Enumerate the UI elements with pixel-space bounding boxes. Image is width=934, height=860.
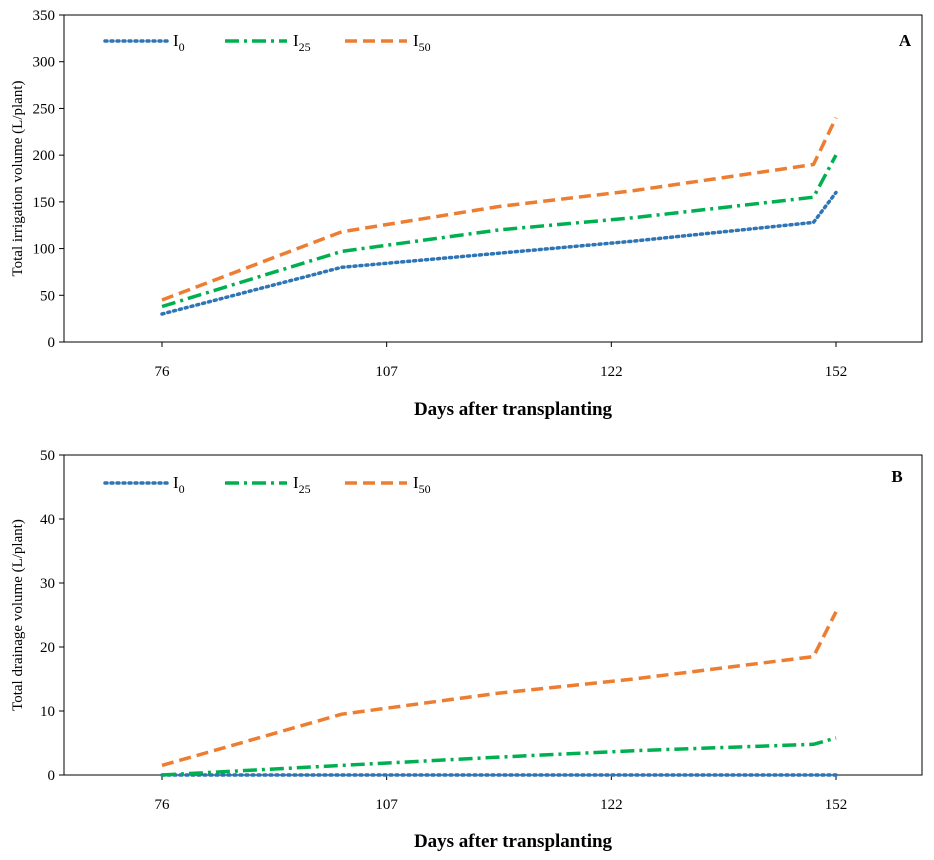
y-tick-label: 10: [40, 704, 55, 720]
x-tick-label: 107: [375, 797, 398, 813]
y-tick-label: 300: [33, 55, 56, 71]
x-tick-label: 122: [600, 797, 623, 813]
y-tick-label: 350: [33, 8, 56, 24]
chart-panel-b: 0 10 20 30 40 50 76 107 122 152 Days after transpl…: [10, 448, 923, 852]
series-line-i25: [161, 154, 838, 309]
y-tick-label: 250: [33, 101, 56, 117]
y-tick-label: 30: [40, 576, 55, 592]
legend-label-i25: I25: [293, 473, 311, 496]
series-line-i0: [160, 190, 838, 316]
y-axis-label: Total drainage volume (L/plant): [10, 519, 26, 711]
legend-subscript: 25: [299, 40, 311, 54]
plot-frame: [63, 454, 923, 776]
y-tick-label: 40: [40, 512, 55, 528]
y-tick-label: 50: [40, 448, 55, 464]
series-line-i25: [161, 736, 837, 777]
legend-subscript: 0: [179, 40, 185, 54]
legend: I0 I25 I50: [103, 31, 431, 54]
y-tick-label: 20: [40, 640, 55, 656]
legend-subscript: 50: [419, 482, 431, 496]
panel-label: A: [899, 31, 912, 50]
y-tick-label: 0: [48, 768, 56, 784]
legend-subscript: 25: [299, 482, 311, 496]
x-tick-label: 107: [375, 364, 398, 380]
y-tick-label: 200: [33, 148, 56, 164]
panel-label: B: [891, 467, 902, 486]
y-tick-label: 150: [33, 195, 56, 211]
legend-subscript: 0: [179, 482, 185, 496]
y-tick-label: 50: [40, 288, 55, 304]
x-tick-label: 122: [600, 364, 623, 380]
x-tick-label: 76: [155, 364, 171, 380]
plot-frame: [63, 14, 923, 343]
x-tick-label: 76: [155, 797, 171, 813]
y-tick-label: 100: [33, 242, 56, 258]
x-axis-label: Days after transplanting: [414, 399, 613, 420]
legend-label-i50: I50: [413, 31, 431, 54]
x-tick-label: 152: [825, 797, 848, 813]
legend: I0 I25 I50: [103, 473, 431, 496]
legend-label-i0: I0: [173, 31, 185, 54]
series-line-i50: [161, 117, 838, 302]
legend-label-i50: I50: [413, 473, 431, 496]
x-axis-label: Days after transplanting: [414, 831, 613, 852]
x-tick-label: 152: [825, 364, 848, 380]
y-axis-label: Total irrigation volume (L/plant): [10, 81, 26, 277]
legend-label-i25: I25: [293, 31, 311, 54]
legend-subscript: 50: [419, 40, 431, 54]
legend-label-i0: I0: [173, 473, 185, 496]
y-tick-label: 0: [48, 335, 56, 351]
series-line-i50: [161, 611, 838, 768]
